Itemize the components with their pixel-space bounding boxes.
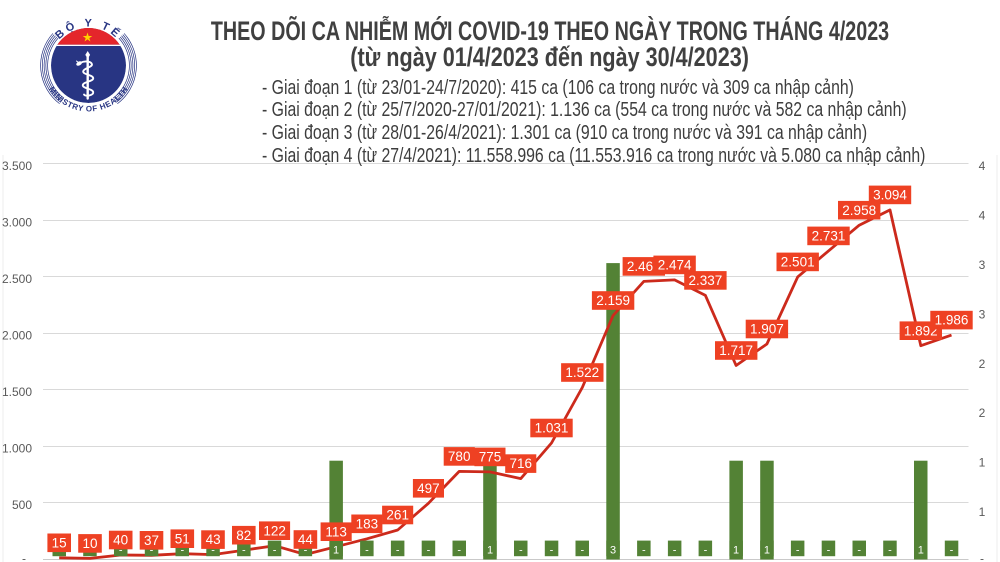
- svg-text:1.986: 1.986: [935, 313, 969, 328]
- svg-text:-: -: [580, 544, 584, 556]
- svg-text:4: 4: [979, 159, 986, 173]
- svg-text:-: -: [827, 544, 831, 556]
- svg-text:775: 775: [479, 450, 502, 465]
- svg-text:2: 2: [979, 357, 986, 371]
- svg-text:-: -: [980, 552, 984, 562]
- svg-text:-: -: [22, 552, 26, 562]
- svg-text:-: -: [519, 544, 523, 556]
- svg-text:1.031: 1.031: [535, 421, 569, 436]
- svg-text:3: 3: [979, 307, 986, 321]
- svg-text:113: 113: [325, 524, 347, 539]
- svg-text:40: 40: [113, 533, 128, 548]
- svg-text:10: 10: [82, 536, 97, 551]
- svg-text:2.501: 2.501: [781, 255, 815, 270]
- svg-text:-: -: [857, 544, 861, 556]
- svg-text:2.159: 2.159: [596, 293, 630, 308]
- svg-text:-: -: [427, 544, 431, 556]
- svg-text:1: 1: [733, 544, 739, 556]
- svg-text:-: -: [119, 544, 123, 556]
- svg-text:780: 780: [448, 449, 471, 464]
- svg-text:51: 51: [175, 531, 190, 546]
- svg-text:15: 15: [52, 535, 67, 550]
- svg-text:2.000: 2.000: [2, 329, 32, 343]
- svg-text:1.500: 1.500: [2, 385, 32, 399]
- svg-text:1: 1: [979, 456, 986, 470]
- svg-text:-: -: [550, 544, 554, 556]
- svg-text:3.000: 3.000: [2, 216, 32, 230]
- svg-text:-: -: [888, 544, 892, 556]
- svg-text:1: 1: [918, 544, 924, 556]
- svg-text:2.958: 2.958: [842, 203, 876, 218]
- svg-text:1: 1: [764, 544, 770, 556]
- svg-text:1: 1: [333, 544, 339, 556]
- svg-text:122: 122: [263, 523, 286, 538]
- svg-text:-: -: [304, 544, 308, 556]
- svg-text:-: -: [242, 544, 246, 556]
- svg-text:3: 3: [979, 258, 986, 272]
- svg-text:1: 1: [487, 544, 493, 556]
- svg-text:1.522: 1.522: [565, 365, 599, 380]
- svg-text:261: 261: [386, 508, 409, 523]
- svg-text:-: -: [211, 544, 215, 556]
- svg-text:2.474: 2.474: [658, 258, 692, 273]
- svg-text:1: 1: [979, 505, 986, 519]
- svg-text:-: -: [150, 544, 154, 556]
- svg-text:716: 716: [510, 456, 533, 471]
- svg-text:1.717: 1.717: [719, 343, 753, 358]
- svg-text:3.500: 3.500: [2, 159, 32, 173]
- svg-text:183: 183: [356, 516, 379, 531]
- svg-text:1.000: 1.000: [2, 442, 32, 456]
- svg-text:2.337: 2.337: [689, 273, 723, 288]
- svg-text:1.892: 1.892: [904, 323, 938, 338]
- svg-text:3.094: 3.094: [873, 188, 907, 203]
- svg-text:2.500: 2.500: [2, 272, 32, 286]
- svg-text:-: -: [796, 544, 800, 556]
- svg-text:3: 3: [610, 544, 616, 556]
- svg-text:-: -: [673, 544, 677, 556]
- svg-text:2.731: 2.731: [812, 229, 846, 244]
- svg-text:82: 82: [236, 528, 251, 543]
- svg-text:44: 44: [298, 532, 314, 547]
- svg-text:-: -: [950, 544, 954, 556]
- svg-text:37: 37: [144, 533, 159, 548]
- svg-text:4: 4: [979, 208, 986, 222]
- svg-text:-: -: [704, 544, 708, 556]
- svg-text:500: 500: [12, 498, 32, 512]
- svg-text:2.461: 2.461: [627, 259, 661, 274]
- svg-text:-: -: [396, 544, 400, 556]
- svg-text:-: -: [457, 544, 461, 556]
- svg-text:-: -: [365, 544, 369, 556]
- svg-text:-: -: [180, 544, 184, 556]
- svg-text:497: 497: [417, 481, 440, 496]
- svg-text:-: -: [273, 544, 277, 556]
- svg-text:43: 43: [206, 532, 221, 547]
- svg-text:2: 2: [979, 406, 986, 420]
- svg-text:-: -: [642, 544, 646, 556]
- svg-text:1.907: 1.907: [750, 322, 784, 337]
